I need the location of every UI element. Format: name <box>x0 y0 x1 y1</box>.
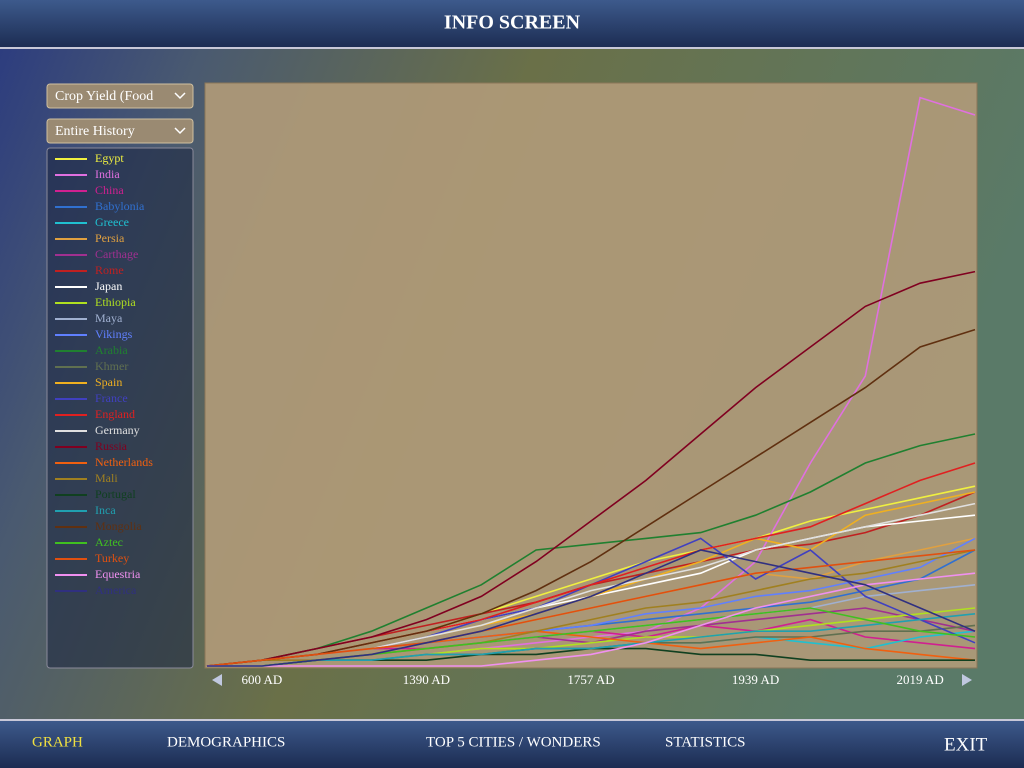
legend-label: England <box>95 407 135 421</box>
legend-panel <box>46 147 194 669</box>
legend-label: Turkey <box>95 551 129 565</box>
legend-label: Khmer <box>95 359 128 373</box>
x-tick-label: 1757 AD <box>567 672 614 687</box>
series-line <box>206 270 976 667</box>
legend-label: France <box>95 391 128 405</box>
legend-label: Vikings <box>95 327 133 341</box>
screen-title: INFO SCREEN <box>444 12 581 34</box>
tab[interactable]: GRAPH <box>32 734 83 750</box>
legend-label: China <box>95 183 124 197</box>
dropdown-label[interactable]: Entire History <box>55 124 135 139</box>
tab[interactable]: DEMOGRAPHICS <box>167 734 285 750</box>
legend-label: Persia <box>95 231 125 245</box>
legend-label: Carthage <box>95 247 138 261</box>
dropdown-label[interactable]: Crop Yield (Food <box>55 89 153 104</box>
legend-label: America <box>95 583 137 597</box>
x-tick-label: 2019 AD <box>896 672 943 687</box>
series-line <box>207 613 976 667</box>
legend-label: Aztec <box>95 535 123 549</box>
tab[interactable]: STATISTICS <box>665 734 745 750</box>
legend-label: Japan <box>95 279 122 293</box>
legend-label: Mongolia <box>95 519 142 533</box>
x-tick-label: 600 AD <box>241 672 282 687</box>
series-line <box>206 549 976 667</box>
legend-label: Babylonia <box>95 199 145 213</box>
legend-label: Russia <box>95 439 128 453</box>
series-line <box>207 572 976 667</box>
footer-bar <box>0 720 1024 768</box>
exit-button[interactable]: EXIT <box>944 734 988 755</box>
legend-label: Spain <box>95 375 122 389</box>
series-line <box>206 433 976 667</box>
legend-label: India <box>95 167 120 181</box>
x-tick-label: 1939 AD <box>732 672 779 687</box>
series-line <box>206 328 976 667</box>
scroll-left[interactable] <box>212 674 222 686</box>
header-bar <box>0 0 1024 48</box>
plot-panel <box>204 82 978 669</box>
legend-label: Egypt <box>95 151 124 165</box>
legend-label: Germany <box>95 423 140 437</box>
dropdown[interactable]: Entire History <box>46 118 194 144</box>
legend-label: Arabia <box>95 343 128 357</box>
legend-label: Netherlands <box>95 455 153 469</box>
series-line <box>207 549 976 667</box>
legend-label: Rome <box>95 263 124 277</box>
legend-label: Mali <box>95 471 118 485</box>
dropdown[interactable]: Crop Yield (Food <box>46 83 194 109</box>
tab[interactable]: TOP 5 CITIES / WONDERS <box>426 734 601 750</box>
legend-label: Maya <box>95 311 123 325</box>
legend-label: Equestria <box>95 567 141 581</box>
legend-label: Ethiopia <box>95 295 136 309</box>
scroll-right[interactable] <box>962 674 972 686</box>
legend-label: Portugal <box>95 487 136 501</box>
legend-label: Inca <box>95 503 116 517</box>
x-tick-label: 1390 AD <box>403 672 450 687</box>
legend-label: Greece <box>95 215 129 229</box>
